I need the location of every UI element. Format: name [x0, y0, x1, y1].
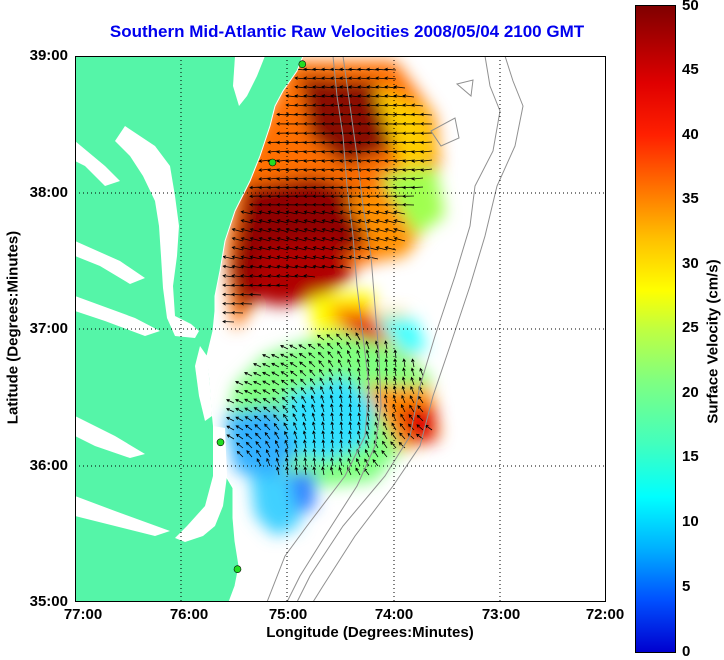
y-tick-label: 39:00 [29, 47, 68, 64]
station-marker [268, 158, 277, 167]
x-tick-label: 75:00 [268, 606, 308, 623]
velocity-arrow-set [222, 67, 433, 476]
station-marker [298, 60, 307, 68]
bays [75, 56, 265, 542]
station-marker [233, 565, 242, 574]
x-tick-label: 72:00 [585, 606, 625, 623]
colorbar-tick-label: 20 [682, 384, 699, 401]
colorbar-label-text: Surface Velocity (cm/s) [704, 259, 722, 424]
radar-stations [216, 60, 307, 574]
colorbar-tick-label: 30 [682, 255, 699, 272]
colorbar-tick-label: 15 [682, 448, 699, 465]
colorbar-tick-label: 10 [682, 513, 699, 530]
colorbar-tick-label: 0 [682, 643, 691, 660]
colorbar-tick-label: 40 [682, 126, 699, 143]
x-tick-label: 76:00 [169, 606, 209, 623]
colorbar-tick-label: 50 [682, 0, 699, 14]
y-tick-label: 35:00 [29, 593, 68, 610]
x-axis-label: Longitude (Degrees:Minutes) [266, 624, 474, 641]
colorbar-tick-label: 45 [682, 61, 699, 78]
colorbar-tick-label: 25 [682, 319, 699, 336]
plot-frame [75, 56, 606, 602]
velocity-arrows [222, 67, 433, 476]
x-tick-label: 73:00 [481, 606, 521, 623]
station-marker [216, 438, 225, 447]
y-tick-label: 37:00 [29, 320, 68, 337]
colorbar-tick-label: 35 [682, 190, 699, 207]
y-axis-label-text: Latitude (Degrees:Minutes) [4, 230, 22, 425]
colorbar [635, 5, 676, 653]
colorbar-tick-label: 5 [682, 578, 691, 595]
map-panel [75, 56, 606, 602]
x-tick-label: 77:00 [63, 606, 103, 623]
map-title: Southern Mid-Atlantic Raw Velocities 200… [109, 22, 585, 41]
bathymetry-contours [266, 56, 524, 602]
grid-lines [75, 56, 606, 602]
y-tick-label: 36:00 [29, 457, 68, 474]
y-tick-label: 38:00 [29, 184, 68, 201]
x-tick-label: 74:00 [374, 606, 414, 623]
